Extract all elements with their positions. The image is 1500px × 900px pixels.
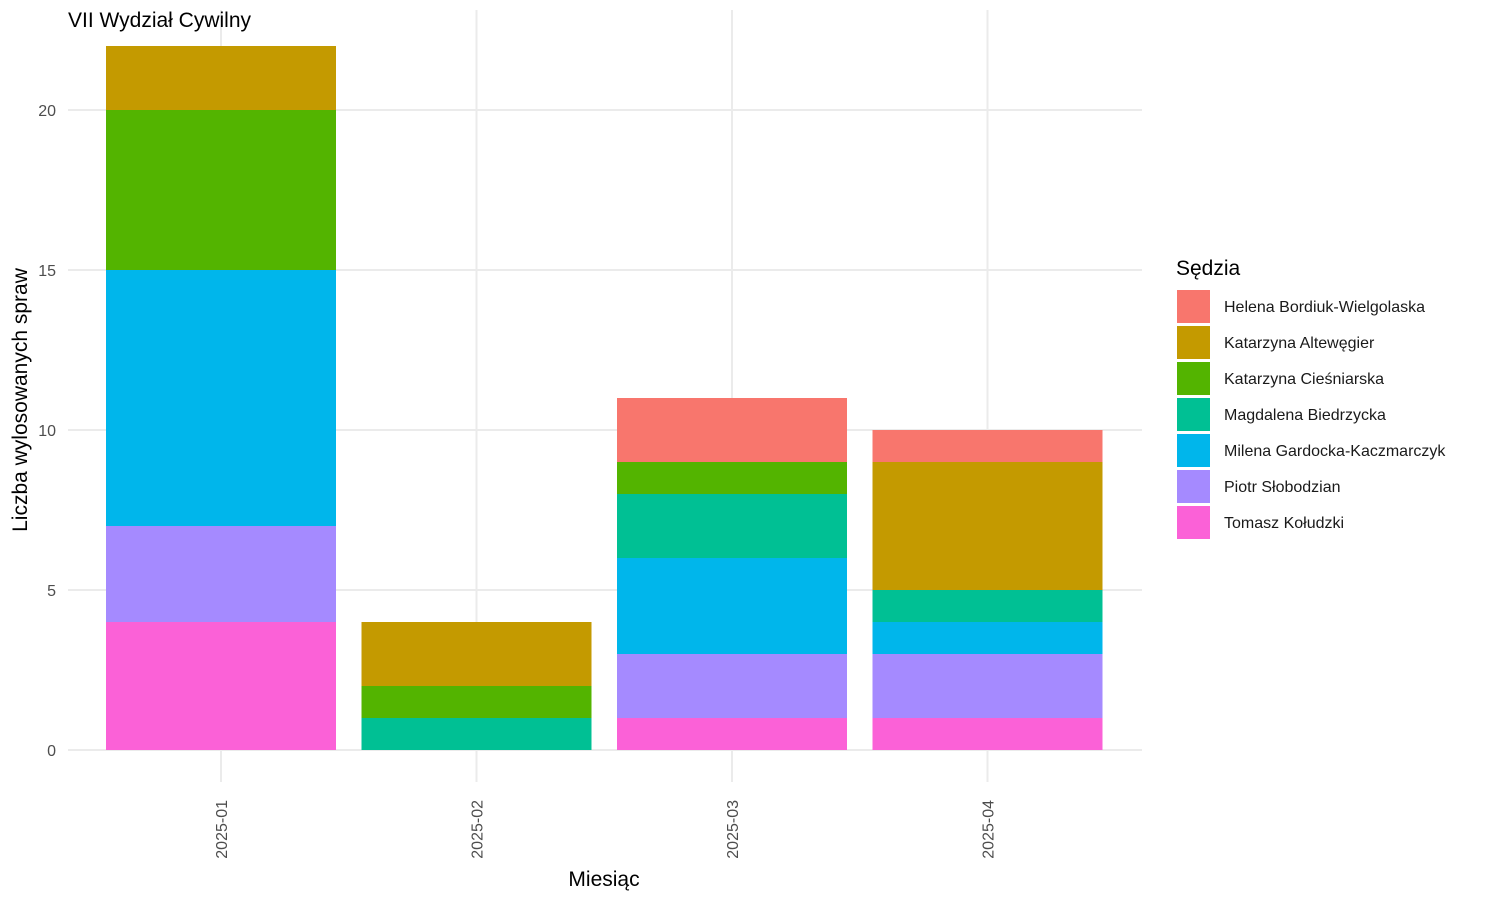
legend-label: Helena Bordiuk-Wielgolaska xyxy=(1224,299,1425,316)
bar-segment xyxy=(617,558,847,654)
legend-label: Tomasz Kołudzki xyxy=(1224,515,1344,532)
bars xyxy=(106,46,1103,750)
legend-label: Piotr Słobodzian xyxy=(1224,479,1341,496)
bar-segment xyxy=(361,686,592,718)
bar-segment xyxy=(872,462,1103,590)
x-tick-label: 2025-04 xyxy=(981,800,998,859)
legend-swatch xyxy=(1177,362,1210,395)
x-axis-title: Miesiąc xyxy=(568,868,639,891)
y-tick-label: 5 xyxy=(47,583,56,600)
x-axis-ticks: 2025-01 2025-02 2025-03 2025-04 xyxy=(214,800,998,859)
legend: Sędzia Helena Bordiuk-Wielgolaska Katarzy… xyxy=(1176,257,1446,539)
legend-swatch xyxy=(1177,326,1210,359)
bar-segment xyxy=(872,430,1103,462)
bar-segment xyxy=(872,654,1103,718)
bar-segment xyxy=(617,718,847,750)
bar-segment xyxy=(617,462,847,494)
bar-segment xyxy=(106,46,336,110)
bar-segment xyxy=(617,654,847,718)
x-tick-label: 2025-02 xyxy=(470,800,487,859)
bar-segment xyxy=(106,270,336,526)
bar-segment xyxy=(361,622,592,686)
bar-segment xyxy=(872,718,1103,750)
y-tick-label: 15 xyxy=(38,263,56,280)
bar-segment xyxy=(617,398,847,462)
chart-title: VII Wydział Cywilny xyxy=(68,9,252,32)
bar-segment xyxy=(106,526,336,622)
legend-swatch xyxy=(1177,470,1210,503)
legend-title: Sędzia xyxy=(1176,257,1241,280)
bar-segment xyxy=(106,622,336,750)
x-tick-label: 2025-03 xyxy=(725,800,742,859)
legend-label: Katarzyna Cieśniarska xyxy=(1224,371,1384,388)
bar-segment xyxy=(361,718,592,750)
legend-label: Magdalena Biedrzycka xyxy=(1224,407,1386,424)
legend-label: Katarzyna Altewęgier xyxy=(1224,335,1375,352)
legend-swatch xyxy=(1177,506,1210,539)
y-axis-ticks: 0 5 10 15 20 xyxy=(38,103,56,760)
legend-swatch xyxy=(1177,434,1210,467)
legend-swatch xyxy=(1177,290,1210,323)
bar-segment xyxy=(106,110,336,270)
y-tick-label: 20 xyxy=(38,103,56,120)
bar-segment xyxy=(872,590,1103,622)
y-tick-label: 0 xyxy=(47,743,56,760)
legend-label: Milena Gardocka-Kaczmarczyk xyxy=(1224,443,1446,460)
x-tick-label: 2025-01 xyxy=(214,800,231,859)
y-axis-title: Liczba wylosowanych spraw xyxy=(9,267,32,532)
y-tick-label: 10 xyxy=(38,423,56,440)
bar-segment xyxy=(617,494,847,558)
bar-segment xyxy=(872,622,1103,654)
legend-swatch xyxy=(1177,398,1210,431)
